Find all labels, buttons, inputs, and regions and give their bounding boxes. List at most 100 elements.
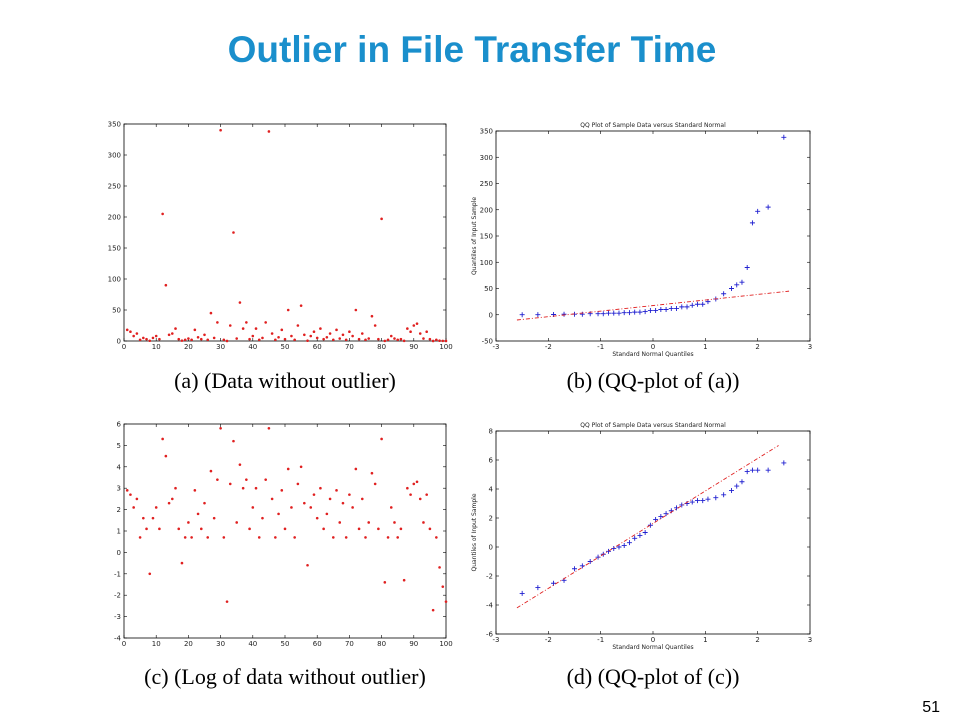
point: [377, 527, 380, 531]
y-tick-label: 6: [117, 421, 122, 429]
point: [261, 516, 264, 520]
point: [315, 336, 319, 340]
point: [199, 337, 203, 341]
x-tick-label: 70: [345, 343, 354, 351]
point: [351, 334, 354, 338]
point: [325, 335, 329, 339]
point: [290, 334, 293, 338]
y-tick-label: -3: [114, 613, 121, 621]
point: [389, 334, 393, 338]
point: [142, 516, 145, 520]
point: [216, 478, 219, 481]
point: [535, 312, 541, 318]
point: [409, 493, 412, 496]
point: [199, 527, 203, 531]
caption: (d) (QQ-plot of (c)): [567, 664, 740, 689]
y-tick-label: 200: [480, 206, 493, 214]
point: [293, 536, 296, 539]
y-tick-label: -4: [486, 602, 494, 610]
point: [267, 130, 271, 133]
y-tick-label: 250: [480, 180, 493, 188]
point: [161, 437, 164, 441]
y-tick-label: 350: [108, 121, 121, 129]
point: [744, 265, 750, 270]
y-tick-label: 4: [117, 463, 122, 471]
point: [357, 337, 361, 341]
point: [177, 337, 181, 341]
point: [257, 338, 261, 342]
x-tick-label: -1: [597, 636, 604, 644]
point: [668, 305, 674, 311]
point: [193, 489, 197, 492]
point: [658, 307, 664, 312]
point: [138, 536, 142, 539]
chart-title: QQ Plot of Sample Data versus Standard N…: [580, 422, 726, 429]
point: [663, 511, 669, 517]
point: [679, 304, 685, 310]
point: [551, 580, 557, 586]
point: [145, 337, 148, 341]
x-tick-label: 10: [152, 343, 161, 351]
point: [254, 327, 258, 330]
point: [132, 506, 135, 509]
x-tick-label: 3: [808, 636, 812, 644]
point: [325, 512, 329, 516]
y-tick-label: 300: [480, 154, 493, 162]
point: [274, 338, 277, 342]
point: [383, 581, 387, 584]
point: [293, 338, 296, 342]
point: [319, 327, 322, 330]
point: [187, 337, 190, 340]
plot-frame: [495, 130, 811, 342]
y-tick-label: -6: [486, 631, 494, 639]
y-tick-label: 2: [117, 506, 121, 514]
point: [219, 128, 222, 132]
point: [154, 506, 158, 509]
reference-line: [516, 445, 779, 609]
y-tick-label: 8: [489, 428, 493, 436]
point: [367, 521, 371, 524]
point: [264, 321, 267, 324]
point: [781, 460, 787, 466]
point: [684, 304, 690, 310]
point: [425, 493, 428, 496]
x-tick-label: 90: [409, 640, 418, 648]
point: [167, 333, 171, 337]
point: [338, 337, 342, 340]
caption: (a) (Data without outlier): [174, 368, 396, 393]
point: [364, 338, 367, 342]
y-tick-label: 1: [117, 528, 121, 536]
point: [206, 536, 210, 539]
point: [535, 585, 541, 591]
point: [383, 339, 387, 343]
x-tick-label: 40: [248, 343, 257, 351]
point: [781, 134, 787, 140]
point: [322, 337, 325, 341]
point: [190, 338, 193, 342]
point: [148, 339, 152, 343]
point: [694, 498, 700, 504]
point: [161, 212, 164, 216]
x-tick-label: 60: [313, 343, 322, 351]
x-tick-label: 70: [345, 640, 354, 648]
point: [431, 608, 435, 612]
point: [755, 467, 761, 473]
point: [299, 465, 303, 469]
y-tick-label: 6: [489, 457, 494, 465]
point: [270, 497, 274, 501]
y-tick-label: 50: [112, 307, 121, 315]
point: [180, 561, 184, 565]
y-tick-label: 0: [117, 549, 121, 557]
point: [389, 506, 393, 509]
point: [364, 536, 367, 539]
y-tick-label: 300: [108, 152, 121, 160]
point: [444, 600, 448, 603]
point: [561, 311, 567, 317]
y-tick-label: 2: [489, 515, 493, 523]
x-tick-label: -2: [545, 636, 552, 644]
point: [125, 328, 129, 332]
point: [519, 312, 525, 318]
x-tick-label: 100: [439, 640, 452, 648]
point: [402, 339, 406, 343]
